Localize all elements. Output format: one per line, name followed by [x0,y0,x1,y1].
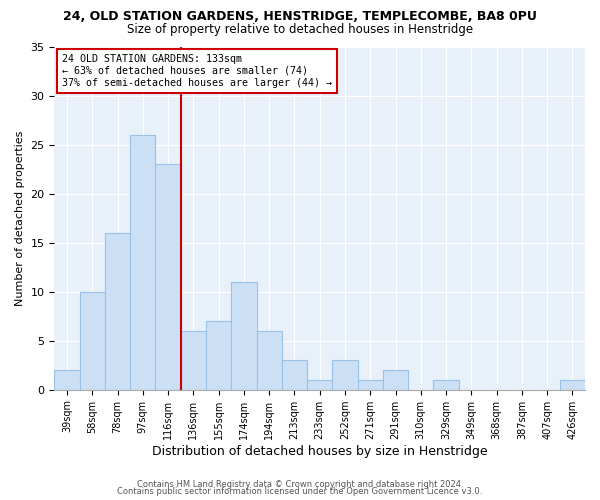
Bar [55,370,80,390]
Bar [206,321,231,390]
Bar [358,380,383,390]
Bar [383,370,408,390]
Text: Size of property relative to detached houses in Henstridge: Size of property relative to detached ho… [127,22,473,36]
Bar [105,233,130,390]
Bar [307,380,332,390]
Bar [257,331,282,390]
Text: 24 OLD STATION GARDENS: 133sqm
← 63% of detached houses are smaller (74)
37% of : 24 OLD STATION GARDENS: 133sqm ← 63% of … [62,54,332,88]
Bar [155,164,181,390]
X-axis label: Distribution of detached houses by size in Henstridge: Distribution of detached houses by size … [152,444,488,458]
Bar [130,135,155,390]
Bar [433,380,458,390]
Bar [560,380,585,390]
Y-axis label: Number of detached properties: Number of detached properties [15,130,25,306]
Bar [181,331,206,390]
Bar [282,360,307,390]
Text: 24, OLD STATION GARDENS, HENSTRIDGE, TEMPLECOMBE, BA8 0PU: 24, OLD STATION GARDENS, HENSTRIDGE, TEM… [63,10,537,23]
Text: Contains HM Land Registry data © Crown copyright and database right 2024.: Contains HM Land Registry data © Crown c… [137,480,463,489]
Bar [80,292,105,390]
Bar [332,360,358,390]
Bar [231,282,257,390]
Text: Contains public sector information licensed under the Open Government Licence v3: Contains public sector information licen… [118,487,482,496]
